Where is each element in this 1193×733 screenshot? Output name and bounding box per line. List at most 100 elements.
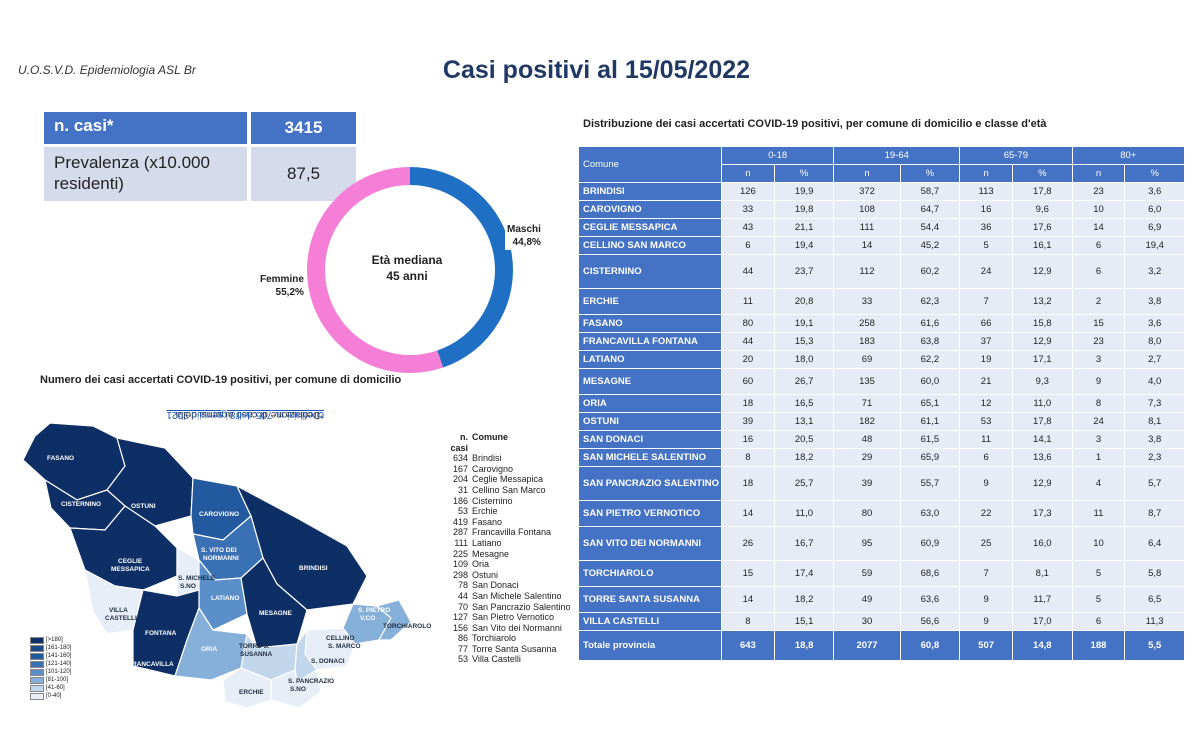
table-cell: 15 [721,560,775,587]
legend-swatch [30,692,44,700]
table-cell: 15,8 [1012,314,1073,333]
organization-label: U.O.S.V.D. Epidemiologia ASL Br [18,63,196,77]
list-item-count: 31 [457,484,468,495]
list-item-comune: Mesagne [472,548,510,559]
header-group-80: 80+ [1071,146,1186,165]
comune-name: SAN PANCRAZIO SALENTINO [578,466,722,501]
table-cell: 19,4 [773,236,835,255]
comune-name: TORRE SANTA SUSANNA [578,586,722,613]
list-item-comune: Erchie [472,506,498,517]
map-label-spietro-2: V.CO [360,615,375,622]
table-cell: 15 [1071,314,1126,333]
table-cell: 17,3 [1012,500,1073,527]
list-item-count: 53 [457,654,468,665]
list-item-count: 156 [452,622,468,633]
table-cell: 9 [959,612,1014,631]
median-age: Età mediana 45 anni [357,252,457,284]
table-row: CISTERNINO 44 23,7 112 60,2 24 12,9 6 3,2 [578,254,1185,289]
table-cell: 16,0 [1012,526,1073,561]
header-pct: % [1124,164,1185,183]
table-cell: 43 [721,218,775,237]
table-cell: 26 [721,526,775,561]
cases-value: 3415 [251,112,356,144]
table-cell: 17,8 [1012,182,1073,201]
table-cell: 135 [833,368,901,395]
table-row: SAN DONACI 16 20,5 48 61,5 11 14,1 3 3,8 [578,430,1185,449]
list-item: 53 Erchie [442,506,571,517]
table-title: Distribuzione dei casi accertati COVID-1… [583,118,1047,130]
table-cell: 113 [959,182,1014,201]
list-item-count: 204 [452,474,468,485]
table-cell: 3,8 [1124,430,1185,449]
table-row: SAN PANCRAZIO SALENTINO 18 25,7 39 55,7 9 12,9… [578,466,1185,501]
list-item: 298 Ostuni [442,570,571,581]
legend-item: [41-60] [30,684,71,692]
table-cell: 64,7 [899,200,961,219]
list-item-comune: San Donaci [472,580,519,591]
table-cell: 65,1 [899,394,961,413]
table-cell: 6 [959,448,1014,467]
list-item: 204 Ceglie Messapica [442,474,571,485]
list-item-comune: Oria [472,559,490,570]
table-cell: 18,0 [773,350,835,369]
table-row: OSTUNI 39 13,1 182 61,1 53 17,8 24 8,1 [578,412,1185,431]
table-cell: 7 [959,560,1014,587]
table-cell: 3,2 [1124,254,1185,289]
header-group-65-79: 65-79 [959,146,1073,165]
table-cell: 8,0 [1124,332,1185,351]
table-row: CAROVIGNO 33 19,8 108 64,7 16 9,6 10 6,0 [578,200,1185,219]
table-cell: 6 [1071,612,1126,631]
map-label-torre-1: TORRE S. [239,643,270,650]
table-cell: 54,4 [899,218,961,237]
table-cell: 12,9 [1012,466,1073,501]
header-n: n [833,164,901,183]
list-item: 634 Brindisi [442,453,571,464]
table-cell: 14 [721,500,775,527]
table-row: CEGLIE MESSAPICA 43 21,1 111 54,4 36 17,6 14 6,9 [578,218,1185,237]
map-label-cellino-1: CELLINO [326,635,355,642]
table-cell: 19,1 [773,314,835,333]
list-item: 77 Torre Santa Susanna [442,644,571,655]
table-cell: 2 [1071,288,1126,315]
table-cell: 45,2 [899,236,961,255]
legend-label: [81-100] [46,677,69,683]
table-cell: 7,3 [1124,394,1185,413]
comune-name: SAN PIETRO VERNOTICO [578,500,722,527]
legend-label: [0-40] [46,693,62,699]
gender-donut-chart: Età mediana 45 anni Maschi 44,8% Femmine… [258,160,600,380]
table-cell: 16,1 [1012,236,1073,255]
table-row: ERCHIE 11 20,8 33 62,3 7 13,2 2 3,8 [578,288,1185,315]
legend-item: [81-100] [30,676,71,684]
table-cell: 14 [1071,218,1126,237]
comune-name: TORCHIAROLO [578,560,722,587]
table-cell: 13,6 [1012,448,1073,467]
header-comune: Comune [578,146,722,183]
table-cell: 63,0 [899,500,961,527]
table-cell: 6,9 [1124,218,1185,237]
table-row: VILLA CASTELLI 8 15,1 30 56,6 9 17,0 6 11,3 [578,612,1185,631]
table-cell: 11 [1071,500,1126,527]
table-cell: 60 [721,368,775,395]
table-cell: 6 [1071,236,1126,255]
total-cell: 643 [721,630,775,661]
table-row: SAN PIETRO VERNOTICO 14 11,0 80 63,0 22 17,3 11… [578,500,1185,527]
table-cell: 3,8 [1124,288,1185,315]
list-item: 111 Latiano [442,538,571,549]
region-mesagne [240,557,308,649]
table-cell: 6,4 [1124,526,1185,561]
table-cell: 18 [721,466,775,501]
table-cell: 95 [833,526,901,561]
table-cell: 8,7 [1124,500,1185,527]
table-cell: 21,1 [773,218,835,237]
table-cell: 11 [721,288,775,315]
map-label-mesagne: MESAGNE [259,610,293,617]
table-cell: 111 [833,218,901,237]
table-cell: 5 [959,236,1014,255]
comune-name: CEGLIE MESSAPICA [578,218,722,237]
list-item-comune: Latiano [472,537,502,548]
table-cell: 36 [959,218,1014,237]
table-cell: 6 [721,236,775,255]
comune-name: LATIANO [578,350,722,369]
header-group-0-18: 0-18 [720,146,835,165]
table-cell: 49 [833,586,901,613]
